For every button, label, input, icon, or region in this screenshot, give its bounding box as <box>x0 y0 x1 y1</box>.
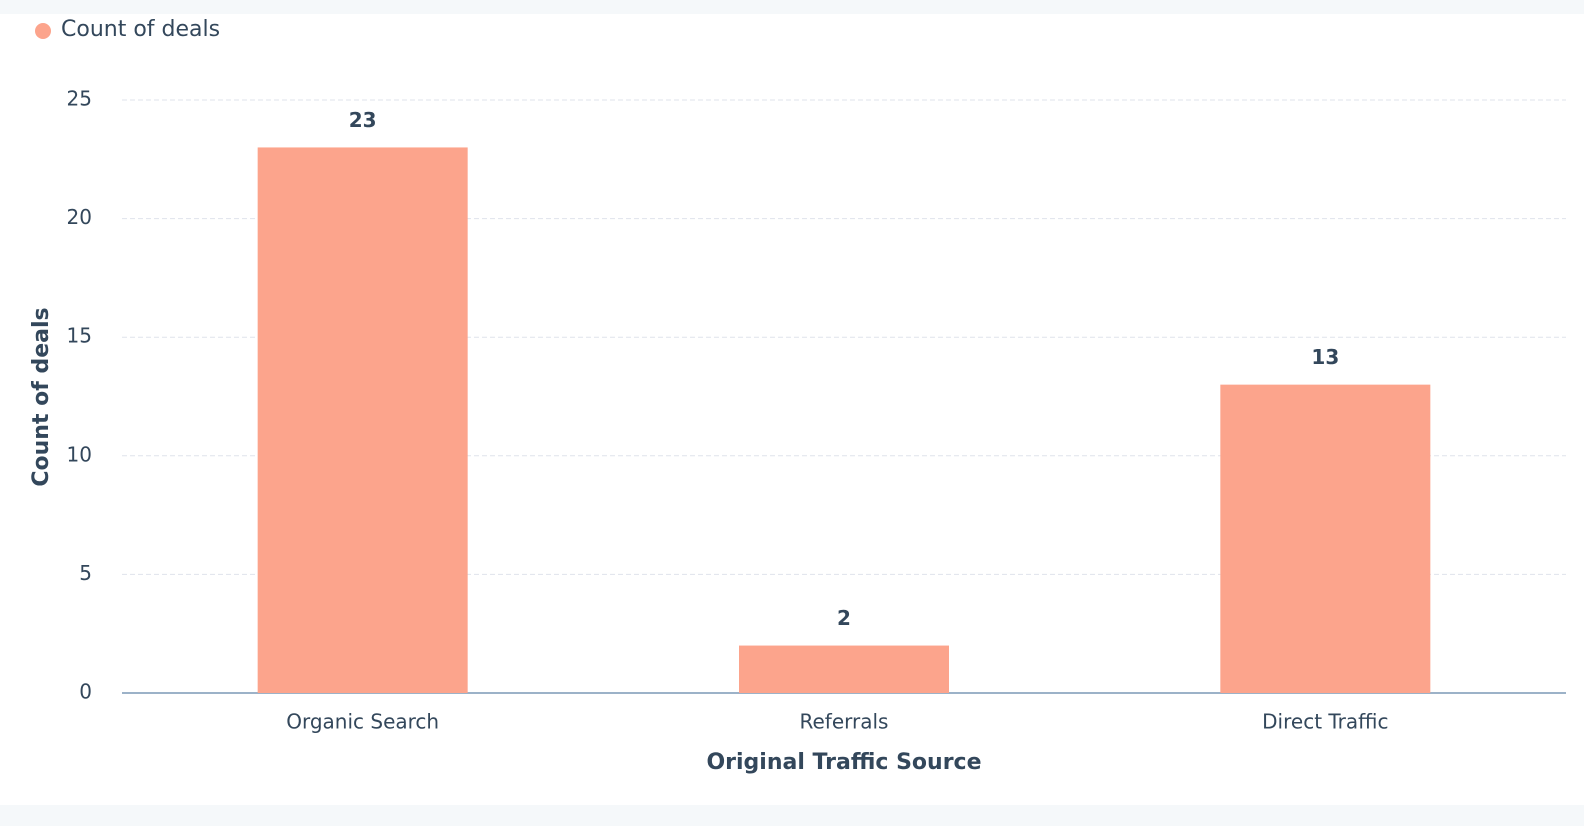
y-tick-label: 10 <box>67 442 92 466</box>
bar <box>257 147 468 693</box>
y-tick-label: 15 <box>67 324 92 348</box>
x-tick-label: Referrals <box>800 710 889 734</box>
data-label: 2 <box>837 606 851 630</box>
x-tick-label: Direct Traffic <box>1262 710 1388 734</box>
y-tick-label: 0 <box>79 680 92 704</box>
y-tick-label: 5 <box>79 561 92 585</box>
y-tick-label: 20 <box>67 205 92 229</box>
legend-label: Count of deals <box>61 17 220 42</box>
y-axis-label: Count of deals <box>29 307 54 486</box>
legend-marker <box>35 23 51 39</box>
bar <box>1220 384 1431 693</box>
x-axis-label: Original Traffic Source <box>706 750 981 775</box>
data-label: 13 <box>1311 345 1339 369</box>
y-tick-label: 25 <box>67 87 92 111</box>
data-label: 23 <box>349 108 377 132</box>
x-tick-label: Organic Search <box>286 710 439 734</box>
bar <box>739 645 949 693</box>
